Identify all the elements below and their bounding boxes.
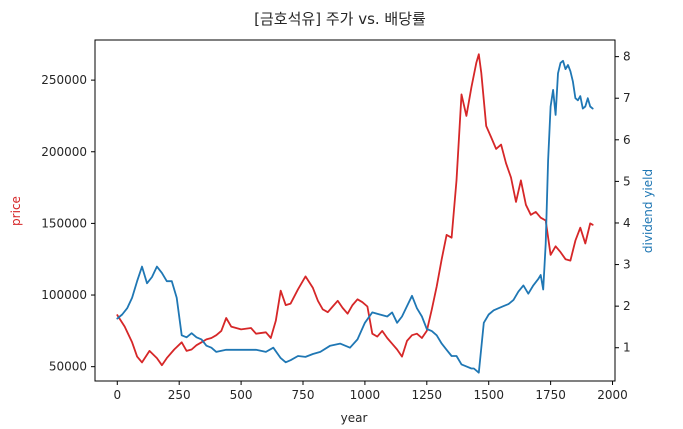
plot-frame xyxy=(94,39,616,382)
x-tick-label: 750 xyxy=(292,388,315,402)
y-right-tick-label: 2 xyxy=(623,299,631,313)
y-right-tick-label: 1 xyxy=(623,341,631,355)
y-left-tick-label: 150000 xyxy=(41,216,87,230)
x-tick-label: 250 xyxy=(168,388,191,402)
x-tick-label: 500 xyxy=(230,388,253,402)
y-right-tick-label: 6 xyxy=(623,133,631,147)
x-tick-label: 2000 xyxy=(597,388,628,402)
chart-title: [금호석유] 주가 vs. 배당률 xyxy=(254,10,426,28)
x-tick-label: 1000 xyxy=(350,388,381,402)
y-right-tick-label: 3 xyxy=(623,258,631,272)
y-right-tick-label: 4 xyxy=(623,216,631,230)
x-tick-label: 1500 xyxy=(473,388,504,402)
price-series-line xyxy=(116,53,594,367)
plot-area: 0 250 500 750 1000 1250 1500 1750 2000 50000 10000… xyxy=(41,39,631,402)
y-left-tick-label: 250000 xyxy=(41,73,87,87)
y-right-tick-label: 8 xyxy=(623,50,631,64)
x-axis-label: year xyxy=(341,411,368,425)
y-axis-left-label: price xyxy=(9,196,23,226)
x-tick-label: 0 xyxy=(113,388,121,402)
y-left-tick-label: 50000 xyxy=(49,360,87,374)
dividend-yield-series-line xyxy=(116,59,594,374)
y-right-tick-label: 5 xyxy=(623,174,631,188)
y-right-tick-label: 7 xyxy=(623,91,631,105)
x-tick-label: 1750 xyxy=(535,388,566,402)
x-tick-label: 1250 xyxy=(412,388,443,402)
y-left-tick-label: 100000 xyxy=(41,288,87,302)
y-axis-right-label: dividend yield xyxy=(641,169,655,253)
y-left-tick-label: 200000 xyxy=(41,145,87,159)
